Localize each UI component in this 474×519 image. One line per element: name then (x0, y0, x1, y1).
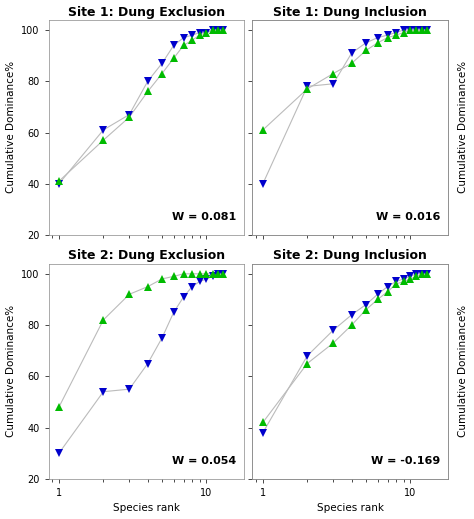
X-axis label: Species rank: Species rank (113, 503, 180, 513)
Y-axis label: Cumulative Dominance%: Cumulative Dominance% (6, 305, 16, 438)
Title: Site 1: Dung Exclusion: Site 1: Dung Exclusion (68, 6, 225, 19)
Text: W = 0.081: W = 0.081 (172, 212, 236, 222)
Title: Site 2: Dung Exclusion: Site 2: Dung Exclusion (68, 249, 225, 263)
Y-axis label: Cumulative Dominance%: Cumulative Dominance% (458, 305, 468, 438)
Title: Site 2: Dung Inclusion: Site 2: Dung Inclusion (273, 249, 427, 263)
Text: W = 0.054: W = 0.054 (172, 456, 236, 466)
Text: W = -0.169: W = -0.169 (371, 456, 440, 466)
X-axis label: Species rank: Species rank (317, 503, 384, 513)
Text: W = 0.016: W = 0.016 (376, 212, 440, 222)
Y-axis label: Cumulative Dominance%: Cumulative Dominance% (458, 61, 468, 194)
Y-axis label: Cumulative Dominance%: Cumulative Dominance% (6, 61, 16, 194)
Title: Site 1: Dung Inclusion: Site 1: Dung Inclusion (273, 6, 427, 19)
